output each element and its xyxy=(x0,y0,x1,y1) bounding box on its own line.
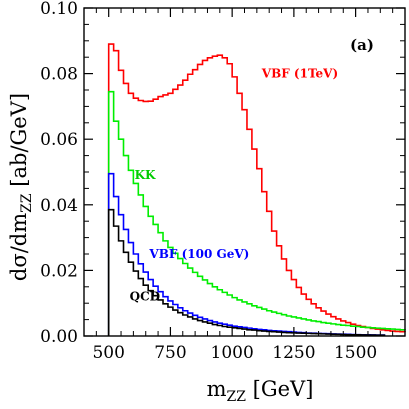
x-tick-label: 1500 xyxy=(334,343,377,363)
y-tick-label: 0.00 xyxy=(40,327,78,347)
series-label-0: VBF (1TeV) xyxy=(261,67,338,81)
x-tick-label: 1250 xyxy=(272,343,315,363)
series-line-3 xyxy=(107,208,386,337)
series-line-0 xyxy=(107,43,406,336)
svg-text:dσ/dmZZ [ab/GeV]: dσ/dmZZ [ab/GeV] xyxy=(7,93,35,281)
series-label-3: QCD xyxy=(130,290,160,304)
y-tick-label: 0.02 xyxy=(40,261,78,281)
series-label-2: VBF (100 GeV) xyxy=(148,247,249,261)
y-tick-label: 0.08 xyxy=(40,65,78,85)
y-axis-title: dσ/dmZZ [ab/GeV] xyxy=(7,93,35,281)
x-tick-label: 1000 xyxy=(211,343,254,363)
series-label-1: KK xyxy=(135,168,156,182)
panel-label: (a) xyxy=(350,36,374,54)
x-axis-title: mZZ [GeV] xyxy=(207,377,314,405)
x-tick-label: 500 xyxy=(92,343,124,363)
plot-frame xyxy=(83,7,406,337)
y-tick-label: 0.06 xyxy=(40,130,78,150)
y-tick-label: 0.10 xyxy=(40,0,78,19)
x-tick-label: 750 xyxy=(154,343,186,363)
series-line-1 xyxy=(107,90,406,336)
y-tick-label: 0.04 xyxy=(40,196,78,216)
plot-area: 500 750 1000 1250 1500 0.00 0.02 0.04 0.06 0.08 0.… xyxy=(40,0,406,363)
